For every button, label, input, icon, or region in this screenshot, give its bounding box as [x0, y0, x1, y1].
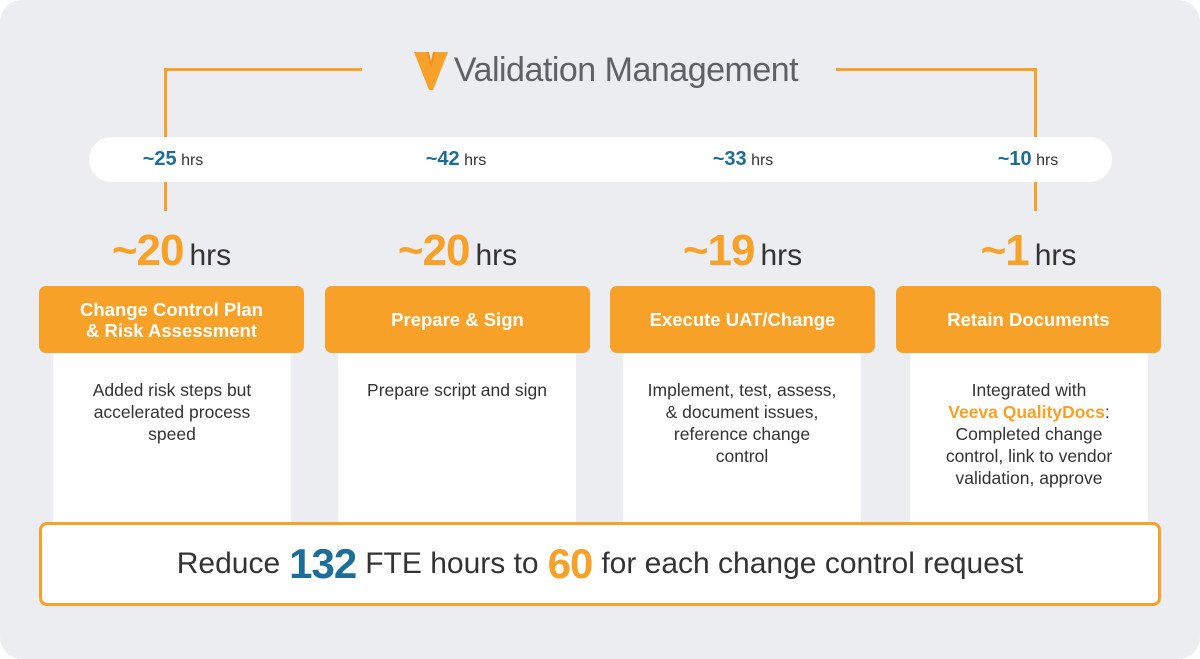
before-hours-step-3: ~33 hrs: [663, 148, 823, 171]
step-header-prepare-sign: Prepare & Sign: [325, 286, 590, 353]
step-card-body-3: [623, 330, 861, 530]
step-title: Execute UAT/Change: [649, 309, 836, 330]
before-hours-value: ~10: [997, 148, 1032, 170]
before-hours-step-1: ~25 hrs: [93, 148, 253, 171]
after-hours-unit: hrs: [189, 239, 232, 272]
after-hours-step-2: ~20 hrs: [325, 226, 590, 276]
before-hours-value: ~25: [142, 148, 177, 170]
summary-from-value: 132: [289, 540, 357, 587]
veeva-qualitydocs-highlight: Veeva QualityDocs: [948, 402, 1105, 422]
step-title: Prepare & Sign: [391, 309, 524, 330]
step-description-suffix: : Completed change control, link to vend…: [945, 402, 1113, 488]
summary-suffix: for each change control request: [601, 547, 1024, 580]
step-title: Retain Documents: [947, 309, 1110, 330]
after-hours-unit: hrs: [760, 239, 803, 272]
step-title-line-1: Change Control Plan: [80, 298, 263, 320]
header: Validation Management: [380, 44, 830, 96]
before-hours-step-2: ~42 hrs: [376, 148, 536, 171]
after-hours-value: ~20: [397, 226, 471, 275]
after-hours-value: ~1: [980, 226, 1030, 275]
before-hours-unit: hrs: [464, 152, 487, 169]
step-description-4: Integrated with Veeva QualityDocs: Compl…: [910, 379, 1148, 489]
after-hours-unit: hrs: [1034, 239, 1077, 272]
step-header-execute-uat: Execute UAT/Change: [610, 286, 875, 353]
summary-banner: Reduce 132 FTE hours to 60 for each chan…: [39, 522, 1161, 606]
step-header-change-control-plan: Change Control Plan & Risk Assessment: [39, 286, 304, 353]
step-description-prefix: Integrated with: [971, 380, 1087, 400]
step-description-3: Implement, test, assess, & document issu…: [647, 380, 837, 466]
veeva-v-logo-icon: [413, 52, 448, 90]
before-hours-unit: hrs: [1036, 152, 1059, 169]
before-hours-value: ~33: [712, 148, 747, 170]
before-hours-value: ~42: [425, 148, 460, 170]
step-title-line-2: & Risk Assessment: [85, 319, 258, 341]
bracket-line-left-horizontal: [164, 68, 362, 71]
after-hours-value: ~20: [111, 226, 185, 275]
before-hours-unit: hrs: [181, 152, 204, 169]
bracket-line-right-horizontal: [836, 68, 1037, 71]
summary-middle: FTE hours to: [365, 547, 539, 580]
step-description-2: Prepare script and sign: [367, 380, 547, 400]
summary-to-value: 60: [547, 540, 594, 587]
step-description-1: Added risk steps but accelerated process…: [92, 380, 252, 444]
after-hours-step-3: ~19 hrs: [610, 226, 875, 276]
after-hours-unit: hrs: [475, 239, 518, 272]
page-title: Validation Management: [453, 50, 799, 89]
step-header-retain-documents: Retain Documents: [896, 286, 1161, 353]
after-hours-value: ~19: [682, 226, 756, 275]
step-card-body-1: [53, 330, 291, 530]
before-hours-bar: [89, 137, 1112, 182]
summary-prefix: Reduce: [176, 547, 281, 580]
after-hours-step-4: ~1 hrs: [896, 226, 1161, 276]
before-hours-unit: hrs: [751, 152, 774, 169]
step-card-body-4: [910, 330, 1148, 530]
step-card-body-2: [338, 330, 576, 530]
before-hours-step-4: ~10 hrs: [948, 148, 1108, 171]
after-hours-step-1: ~20 hrs: [39, 226, 304, 276]
